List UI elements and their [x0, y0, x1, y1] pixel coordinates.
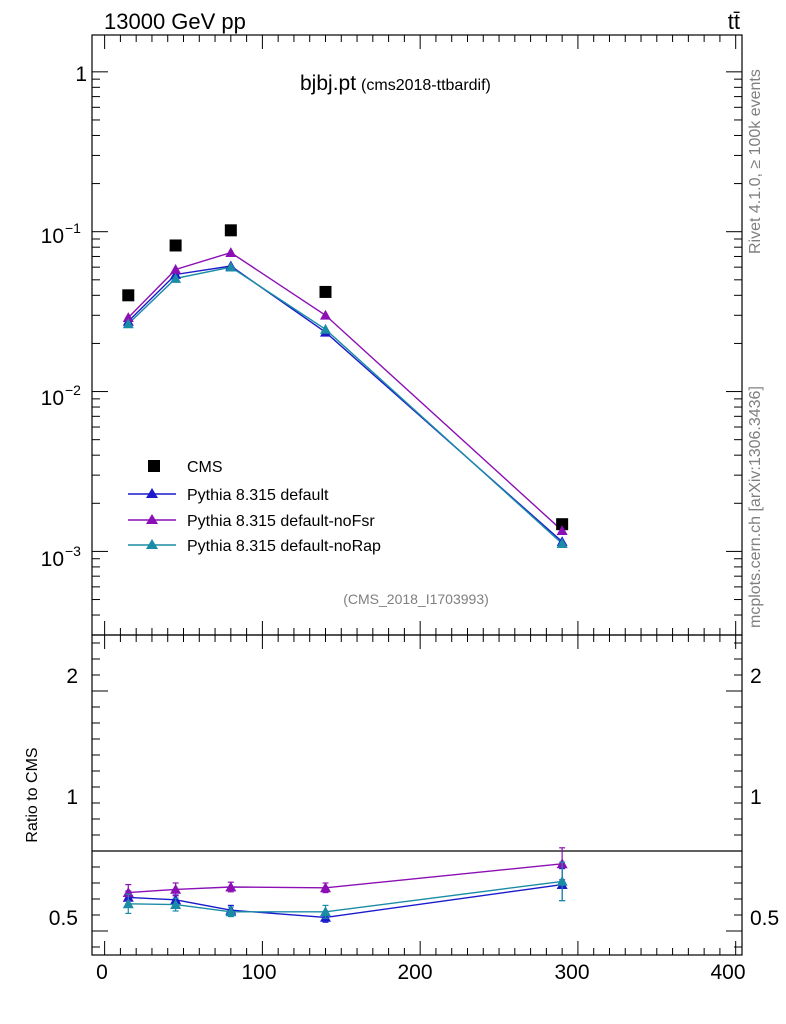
ratio-point-2: [556, 875, 568, 886]
ratio-y-tick-label-2-right: 2: [750, 665, 762, 688]
cms-data-point: [319, 285, 332, 298]
y-tick-label-10m3-exp: −3: [65, 543, 81, 559]
mc-data-point-2: [170, 264, 182, 274]
mc-data-point-2: [319, 309, 331, 320]
legend-marker-cms: [148, 460, 160, 472]
ratio-line-1: [128, 863, 563, 894]
legend-label-nofsr: Pythia 8.315 default-noFsr: [187, 513, 375, 530]
mc-data-point-3: [122, 318, 134, 329]
mc-data-point-2: [556, 525, 568, 535]
ratio-y-tick-label-1-right: 1: [750, 786, 762, 809]
y-tick-label-10m2-exp: −2: [65, 382, 81, 398]
mc-data-point-2: [225, 247, 237, 258]
legend-marker-nofsr: [146, 514, 158, 524]
cms-data-point: [169, 239, 182, 252]
ratio-panel-frame: [91, 634, 743, 956]
y-tick-label-10m3-base: 10: [41, 548, 64, 571]
mc-data-point-3: [319, 323, 331, 334]
mc-data-point-2: [122, 312, 134, 323]
ratio-point-2: [319, 906, 331, 917]
legend: CMS Pythia 8.315 default Pythia 8.315 de…: [128, 459, 381, 555]
ratio-data-layer: [92, 847, 742, 923]
mcplots-label: mcplots.cern.ch [arXiv:1306.3436]: [747, 386, 764, 628]
legend-label-norap: Pythia 8.315 default-noRap: [187, 538, 381, 555]
ratio-point-2: [122, 898, 134, 909]
ratio-point-2: [170, 899, 182, 909]
main-axis-ticks: [92, 35, 742, 636]
legend-marker-norap: [146, 539, 158, 549]
rivet-version-label: Rivet 4.1.0, ≥ 100k events: [747, 69, 764, 254]
y-tick-label-10m2-base: 10: [41, 387, 64, 410]
ratio-point-1: [225, 881, 237, 892]
energy-label: 13000 GeV pp: [104, 9, 246, 34]
main-data-layer: [122, 224, 569, 548]
legend-label-default: Pythia 8.315 default: [187, 487, 329, 504]
cms-data-point: [122, 289, 135, 302]
chart-title: bjbj.pt (cms2018-ttbardif): [300, 72, 491, 95]
mc-data-point-3: [225, 261, 237, 272]
x-tick-label-400: 400: [710, 961, 745, 984]
y-tick-label-10m1-exp: −1: [65, 220, 81, 236]
process-label: tt̄: [728, 9, 740, 34]
y-tick-label-1: 1: [75, 63, 87, 86]
analysis-tag: (CMS_2018_I1703993): [343, 591, 489, 607]
x-tick-label-0: 0: [96, 961, 108, 984]
ratio-axis-label: Ratio to CMS: [24, 747, 41, 842]
ratio-y-tick-label-05-right: 0.5: [750, 907, 779, 930]
ratio-point-1: [319, 882, 331, 893]
x-tick-label-100: 100: [241, 961, 276, 984]
ratio-point-2: [225, 906, 237, 917]
ratio-y-tick-label-2: 2: [66, 665, 78, 688]
x-tick-label-300: 300: [554, 961, 589, 984]
ratio-point-1: [170, 883, 182, 894]
cms-data-point: [224, 224, 237, 237]
ratio-y-tick-label-1: 1: [66, 786, 78, 809]
cms-data-point: [556, 518, 569, 531]
mc-data-point-3: [556, 538, 568, 548]
ratio-y-tick-label-05: 0.5: [49, 907, 78, 930]
mc-data-point-3: [170, 272, 182, 283]
legend-marker-default: [146, 488, 158, 498]
ratio-axis-ticks: [92, 635, 742, 955]
y-tick-label-10m1-base: 10: [41, 225, 64, 248]
legend-label-cms: CMS: [187, 459, 223, 476]
x-tick-label-200: 200: [397, 961, 432, 984]
